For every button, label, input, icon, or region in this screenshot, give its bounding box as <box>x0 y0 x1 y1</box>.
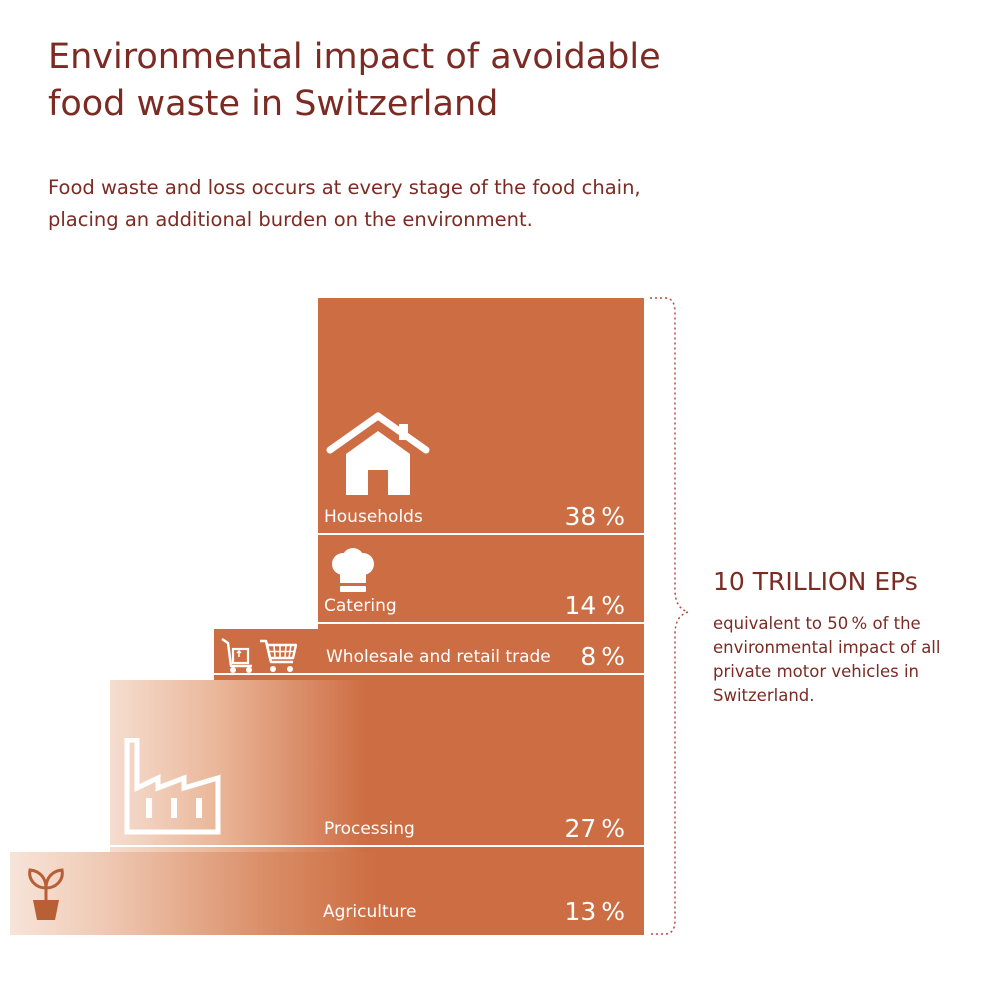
house-icon <box>326 412 430 495</box>
total-value: 10 TRILLION EPs <box>713 567 918 596</box>
segment-divider <box>214 673 644 676</box>
subtitle-line-1: Food waste and loss occurs at every stag… <box>48 176 641 199</box>
bar-segment-catering <box>318 540 644 630</box>
chef-hat-icon <box>332 548 374 592</box>
bar-segment-processing <box>110 680 644 853</box>
total-bracket <box>650 297 691 935</box>
segment-value: 13 % <box>564 897 625 926</box>
segment-value: 27 % <box>564 814 625 844</box>
title-line-1: Environmental impact of avoidable <box>48 37 661 77</box>
chart-title: Environmental impact of avoidable food w… <box>48 34 748 128</box>
title-line-2: food waste in Switzerland <box>48 84 499 124</box>
plant-icon <box>28 868 64 920</box>
segment-label: Households <box>324 507 423 528</box>
segment-label: Processing <box>324 819 415 840</box>
chart-subtitle: Food waste and loss occurs at every stag… <box>48 172 768 236</box>
segment-value: 8 % <box>580 642 625 672</box>
segment-label: Agriculture <box>323 902 417 922</box>
total-note: equivalent to 50 % of the environmental … <box>713 614 941 705</box>
segment-value: 14 % <box>564 591 625 621</box>
segment-label: Wholesale and retail trade <box>326 647 551 668</box>
bar-segment-agriculture <box>10 852 644 935</box>
segment-divider <box>318 533 644 536</box>
segment-value: 38 % <box>564 502 625 532</box>
segment-divider <box>318 622 644 625</box>
cart-icon <box>260 639 298 672</box>
segment-label: Catering <box>324 596 397 617</box>
hand-truck-icon <box>221 637 252 673</box>
factory-icon <box>124 738 221 835</box>
subtitle-line-2: placing an additional burden on the envi… <box>48 208 533 231</box>
segment-divider <box>110 845 644 848</box>
